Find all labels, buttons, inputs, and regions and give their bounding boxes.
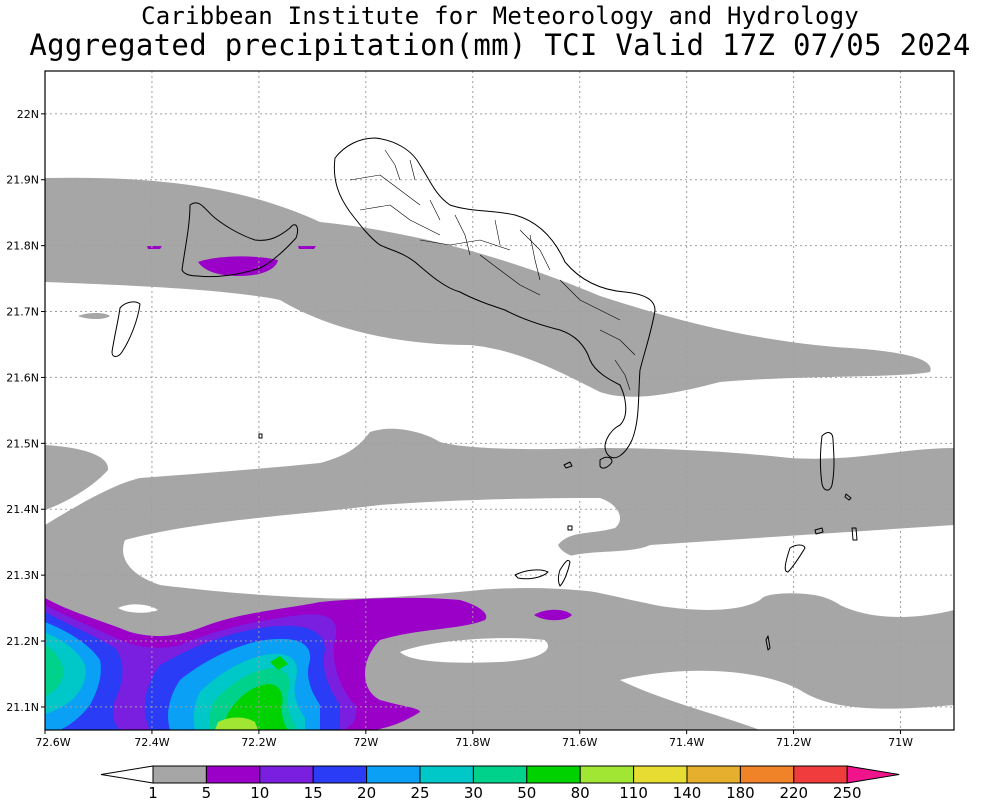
rain-band-north [45, 177, 931, 397]
colorbar-segment [419, 765, 474, 784]
colorbar-segment [686, 765, 741, 784]
longitude-axis: 72.6W 72.4W 72.2W 72W 71.8W 71.6W 71.4W 71.2W 71… [35, 730, 913, 749]
title-product: Aggregated precipitation(mm) TCI Valid 1… [29, 28, 971, 62]
colorbar-segment [259, 765, 314, 784]
precip-50-80mm [224, 656, 288, 730]
title-institute: Caribbean Institute for Meteorology and … [141, 2, 859, 30]
colorbar-segment [579, 765, 635, 784]
lon-tick-label: 71.8W [455, 736, 490, 749]
colorbar-segment [526, 765, 581, 784]
colorbar-level-label: 15 [304, 784, 323, 800]
island-north-caicos [333, 137, 656, 459]
colorbar-level-label: 140 [673, 784, 702, 800]
precip-cell-north-2 [147, 246, 316, 249]
lat-tick-label: 21.7N [6, 306, 39, 319]
lon-tick-label: 72.2W [241, 736, 276, 749]
island-west-caicos [111, 301, 141, 357]
latitude-axis: 21.1N 21.2N 21.3N 21.4N 21.5N 21.6N 21.7N 21.8N… [6, 108, 45, 714]
rain-patch-islet [78, 313, 110, 319]
lat-tick-label: 21.3N [6, 569, 39, 582]
lat-tick-label: 21.9N [6, 174, 39, 187]
lon-tick-label: 71W [888, 736, 913, 749]
map-frame [44, 70, 955, 731]
map-plot-area [45, 71, 954, 730]
lon-tick-label: 71.4W [669, 736, 704, 749]
island-salt-cay [784, 544, 806, 573]
precip-cell-east [534, 609, 572, 621]
lon-tick-label: 72.6W [35, 736, 70, 749]
colorbar-level-label: 180 [726, 784, 755, 800]
grid-lines [45, 71, 954, 730]
colorbar-over-arrow [846, 765, 900, 784]
colorbar-segment [366, 765, 421, 784]
lon-tick-label: 72.4W [134, 736, 169, 749]
colorbar: 1 5 10 15 20 25 30 50 80 110 140 180 220 250 [100, 765, 900, 800]
dry-gap-south-2 [118, 604, 158, 613]
lat-tick-label: 21.4N [6, 503, 39, 516]
island-grand-turk [820, 432, 835, 491]
land-outlines [111, 137, 858, 651]
island-cays-south [514, 456, 613, 587]
colorbar-level-label: 110 [619, 784, 648, 800]
precip-under-threshold [118, 498, 954, 730]
colorbar-level-label: 50 [517, 784, 536, 800]
lat-tick-label: 22N [17, 108, 39, 121]
colorbar-segment [205, 765, 261, 784]
colorbar-under-arrow [100, 765, 154, 784]
colorbar-level-label: 30 [464, 784, 483, 800]
dry-gap-central [123, 498, 954, 606]
colorbar-level-label: 250 [833, 784, 862, 800]
chart-title: Caribbean Institute for Meteorology and … [0, 2, 1000, 60]
colorbar-segment [739, 765, 795, 784]
lat-tick-label: 21.8N [6, 240, 39, 253]
colorbar-level-label: 1 [148, 784, 158, 800]
dry-gap-south-3 [620, 670, 954, 730]
lat-tick-label: 21.5N [6, 437, 39, 450]
precip-80-110mm [215, 717, 258, 730]
lon-tick-label: 71.6W [562, 736, 597, 749]
colorbar-level-label: 220 [779, 784, 808, 800]
colorbar-level-label: 20 [357, 784, 376, 800]
precip-cell-north [198, 256, 278, 276]
lat-tick-label: 21.6N [6, 371, 39, 384]
colorbar-level-label: 5 [202, 784, 212, 800]
colorbar-level-label: 25 [410, 784, 429, 800]
dry-gap-south-1 [400, 638, 548, 663]
colorbar-level-label: 10 [250, 784, 269, 800]
island-small-cays [258, 433, 858, 651]
colorbar-segment [633, 765, 688, 784]
island-caicos-chain [181, 202, 299, 278]
colorbar-level-label: 80 [571, 784, 590, 800]
lon-tick-label: 72W [353, 736, 378, 749]
lon-tick-label: 71.2W [776, 736, 811, 749]
colorbar-segment [152, 765, 207, 784]
lat-tick-label: 21.2N [6, 635, 39, 648]
colorbar-segment [472, 765, 528, 784]
island-inner-boundaries [349, 149, 636, 391]
colorbar-segment [312, 765, 368, 784]
lat-tick-label: 21.1N [6, 701, 39, 714]
dry-gap-east [900, 587, 954, 602]
colorbar-segment [793, 765, 848, 784]
